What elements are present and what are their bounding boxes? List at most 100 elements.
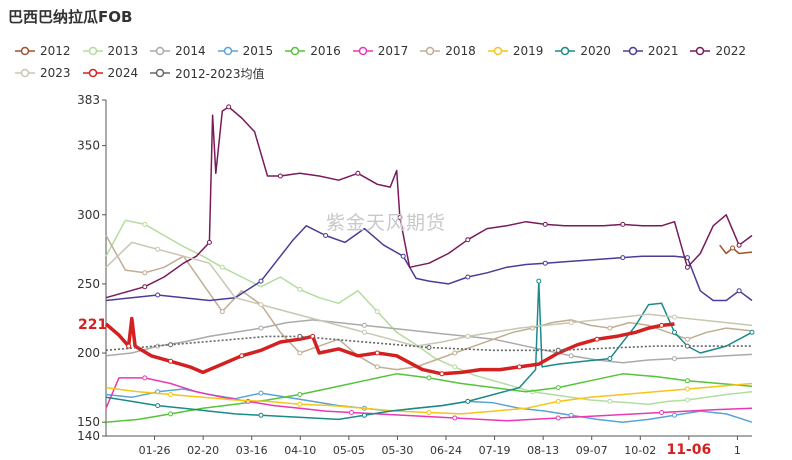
series-line-2017 bbox=[105, 377, 753, 422]
series-point bbox=[323, 233, 329, 238]
legend-item-2020[interactable]: 2020 bbox=[554, 44, 611, 58]
legend-row: 2012 2013 2014 2015 2016 2017 2018 2019 2020 2021… bbox=[14, 40, 784, 62]
legend-item-2023[interactable]: 2023 bbox=[14, 66, 71, 80]
x-tick-label: 07-19 bbox=[479, 444, 511, 457]
chart-title: 巴西巴纳拉瓜FOB bbox=[8, 8, 133, 26]
series-point bbox=[168, 358, 174, 364]
series-point bbox=[620, 255, 626, 261]
series-point bbox=[155, 246, 161, 252]
legend-label: 2012-2023均值 bbox=[175, 66, 265, 81]
series-point bbox=[142, 221, 148, 227]
series-point bbox=[206, 239, 212, 245]
series-point bbox=[355, 170, 361, 176]
legend-label: 2021 bbox=[647, 44, 679, 58]
series-point bbox=[684, 264, 690, 270]
series-point bbox=[142, 375, 148, 381]
legend-line-icon bbox=[82, 46, 103, 56]
x-tick-label: 1 bbox=[734, 444, 741, 457]
series-point bbox=[258, 278, 264, 284]
series-point bbox=[374, 364, 380, 370]
legend-label: 2014 bbox=[175, 44, 206, 58]
series-point bbox=[555, 415, 561, 421]
legend-label: 2016 bbox=[310, 44, 341, 58]
series-point bbox=[465, 398, 471, 404]
series-point bbox=[426, 410, 432, 415]
series-point bbox=[297, 401, 303, 407]
series-point bbox=[659, 410, 665, 415]
legend-item-2013[interactable]: 2013 bbox=[82, 44, 139, 58]
series-point bbox=[226, 104, 232, 110]
legend-item-2017[interactable]: 2017 bbox=[352, 44, 408, 58]
series-point bbox=[607, 398, 613, 404]
series-point bbox=[672, 314, 677, 320]
legend-item-2022[interactable]: 2022 bbox=[689, 44, 746, 58]
y-tick-label: 140 bbox=[77, 429, 100, 443]
legend-item-2018[interactable]: 2018 bbox=[419, 44, 476, 58]
series-point bbox=[397, 215, 403, 220]
series-point bbox=[426, 345, 432, 350]
legend-item-2012[interactable]: 2012 bbox=[14, 44, 71, 58]
legend-label: 2018 bbox=[445, 44, 476, 58]
legend-item-2012-2023均值[interactable]: 2012-2023均值 bbox=[149, 65, 265, 82]
legend-line-icon bbox=[150, 68, 171, 78]
series-point bbox=[374, 309, 380, 315]
x-tick-label: 05-05 bbox=[333, 444, 365, 457]
x-tick-label: 04-10 bbox=[284, 444, 316, 457]
x-tick-label: 06-24 bbox=[430, 444, 462, 457]
series-point bbox=[155, 292, 161, 298]
legend-item-2014[interactable]: 2014 bbox=[149, 44, 206, 58]
legend-item-2021[interactable]: 2021 bbox=[622, 44, 679, 58]
legend-line-icon bbox=[82, 68, 103, 78]
legend-item-2024[interactable]: 2024 bbox=[82, 66, 138, 80]
series-point bbox=[542, 260, 548, 266]
series-point bbox=[684, 255, 690, 261]
series-line-2021 bbox=[105, 225, 753, 302]
legend-item-2019[interactable]: 2019 bbox=[487, 44, 543, 58]
series-point bbox=[219, 264, 225, 270]
series-point bbox=[142, 284, 148, 290]
series-point bbox=[620, 221, 626, 227]
series-point bbox=[277, 173, 283, 179]
current-value-label: 221 bbox=[78, 317, 107, 333]
legend-row: 2023 2024 2012-2023均值 bbox=[14, 62, 784, 84]
legend: 2012 2013 2014 2015 2016 2017 2018 2019 2020 2021… bbox=[14, 40, 784, 84]
legend-line-icon bbox=[352, 46, 373, 56]
series-point bbox=[258, 390, 264, 396]
x-tick-label: 05-30 bbox=[381, 444, 413, 457]
series-point bbox=[555, 385, 561, 391]
legend-line-icon bbox=[487, 46, 508, 56]
y-tick-label: 300 bbox=[77, 208, 100, 222]
x-tick-label: 11-06 bbox=[666, 442, 711, 458]
series-point bbox=[607, 356, 613, 362]
series-point bbox=[684, 397, 690, 403]
series-point bbox=[452, 364, 458, 370]
series-point bbox=[555, 398, 561, 404]
series-point bbox=[465, 333, 471, 339]
legend-item-2016[interactable]: 2016 bbox=[284, 44, 341, 58]
series-point bbox=[297, 286, 303, 292]
series-point bbox=[672, 412, 677, 418]
series-point bbox=[736, 288, 742, 294]
series-point bbox=[452, 415, 458, 421]
series-line-2024 bbox=[104, 316, 675, 376]
series-point bbox=[684, 336, 690, 342]
x-tick-label: 09-07 bbox=[576, 444, 608, 457]
legend-line-icon bbox=[555, 46, 576, 56]
y-tick-label: 200 bbox=[77, 346, 100, 360]
series-point bbox=[142, 270, 148, 276]
legend-label: 2013 bbox=[107, 44, 139, 58]
y-tick-label: 150 bbox=[77, 415, 100, 429]
series-point bbox=[568, 353, 574, 359]
legend-item-2015[interactable]: 2015 bbox=[217, 44, 273, 58]
legend-line-icon bbox=[285, 46, 306, 56]
series-point bbox=[672, 356, 677, 362]
series-line-2018 bbox=[105, 235, 753, 371]
series-point bbox=[536, 278, 542, 284]
series-point bbox=[542, 221, 548, 227]
series-point bbox=[168, 342, 174, 348]
y-tick-label: 350 bbox=[77, 139, 100, 153]
series-point bbox=[168, 392, 174, 397]
y-tick-label: 250 bbox=[77, 277, 100, 291]
series-line-2019 bbox=[105, 382, 753, 415]
